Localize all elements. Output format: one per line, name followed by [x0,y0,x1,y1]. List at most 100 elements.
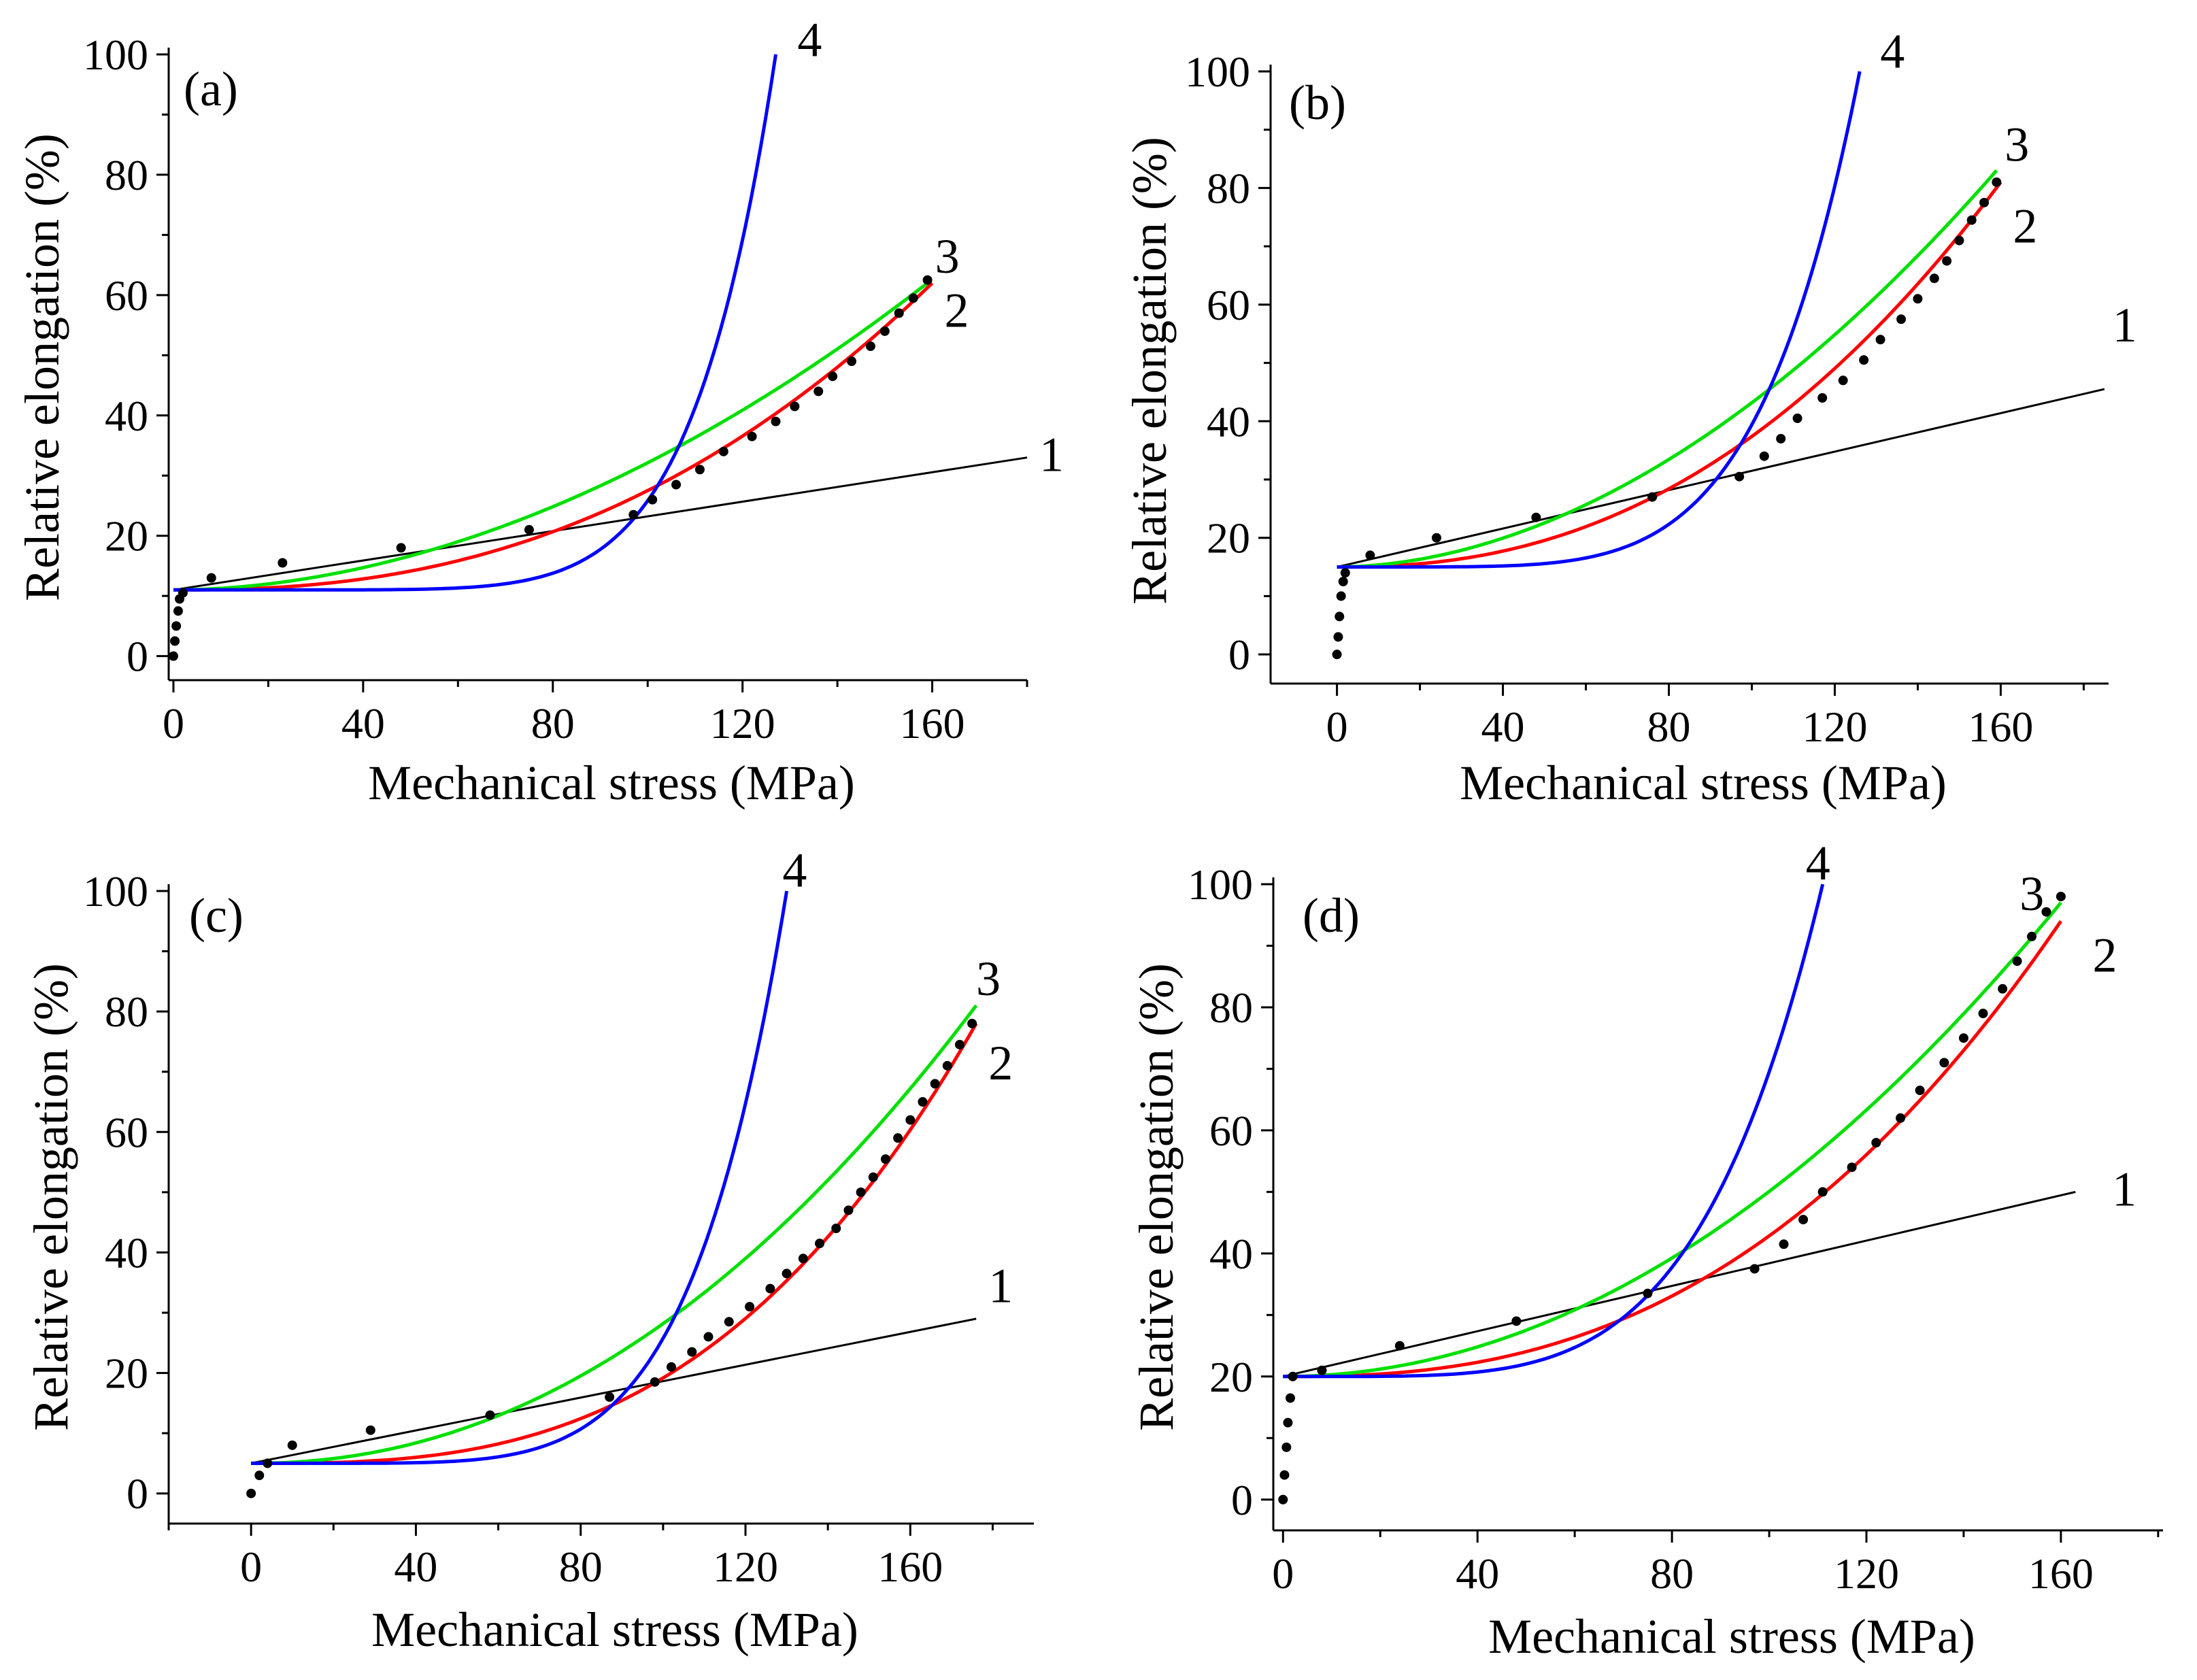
y-tick-label: 80 [105,151,148,199]
data-point [703,1332,714,1342]
data-point [1511,1316,1522,1326]
x-tick-label: 0 [1326,703,1348,751]
y-tick-label: 100 [83,31,148,79]
curve-4 [1337,71,1862,569]
curve-1 [1282,1190,2076,1378]
y-axis-title: Relative elongation (%) [1122,137,1177,605]
data-point [828,371,838,382]
data-point [790,401,800,411]
data-point [1431,533,1441,543]
curve-label-4: 4 [797,12,822,67]
y-tick-label: 20 [1207,514,1250,562]
x-tick-label: 80 [1647,703,1691,751]
y-tick-label: 60 [1209,1107,1253,1155]
data-point [1817,393,1828,403]
x-tick-label: 120 [1834,1549,1899,1598]
data-point [666,1362,676,1372]
data-point [1333,632,1343,642]
data-point [1838,375,1848,386]
y-tick-label: 40 [1209,1230,1253,1278]
data-point [814,386,824,397]
y-tick-label: 40 [105,1228,148,1277]
data-point [1896,1113,1906,1123]
y-tick-label: 100 [1188,860,1253,909]
curve-3 [1337,169,1998,569]
y-tick-label: 60 [1207,281,1250,329]
data-point [856,1187,866,1197]
data-point [168,651,178,661]
data-point [868,1172,878,1182]
data-point [893,1133,903,1143]
data-point [2041,907,2051,917]
data-point [1817,1187,1828,1197]
data-point [798,1254,808,1264]
data-point [246,1488,256,1498]
x-tick-label: 80 [559,1543,603,1591]
data-point [605,1392,615,1402]
x-tick-label: 160 [877,1543,943,1591]
panel-d: 0 20 40 60 80 100 0 40 80 120 160 Mechanical stress… [1129,836,2163,1664]
data-point [1871,1138,1881,1147]
y-tick-label: 80 [1207,164,1250,212]
x-tick-label: 40 [1456,1549,1499,1598]
data-point [628,509,639,520]
data-point [287,1440,297,1450]
x-tick-label: 40 [394,1543,437,1591]
curve-label-1: 1 [1039,428,1064,482]
x-axis-title: Mechanical stress (MPa) [1460,756,1947,810]
x-tick-label: 160 [900,699,965,747]
data-point [1338,577,1348,586]
data-point [745,1302,755,1312]
data-point [1875,335,1885,345]
x-tick-label: 120 [713,1543,778,1591]
data-point [1734,471,1745,482]
curve-label-2: 2 [945,283,969,337]
data-point [1958,1033,1968,1043]
data-point [718,446,728,456]
y-tick-label: 100 [83,867,148,915]
data-point [1335,611,1345,622]
data-point [1992,177,2002,187]
y-axis-title: Relative elongation (%) [1129,963,1184,1431]
x-tick-label: 80 [1650,1549,1694,1598]
curve-label-1: 1 [988,1259,1013,1313]
data-point [1286,1393,1296,1403]
data-point [765,1283,775,1294]
curve-label-1: 1 [2112,1162,2136,1216]
data-point [2012,956,2022,967]
data-point [847,356,857,367]
data-point [1749,1264,1760,1274]
data-point [1643,1288,1653,1298]
data-point [942,1060,952,1071]
y-tick-label: 20 [105,512,148,560]
data-point [1979,197,1990,207]
curve-4 [173,54,777,592]
data-point [1847,1162,1857,1173]
data-point [173,606,183,616]
x-tick-label: 0 [240,1543,262,1591]
data-point [843,1205,854,1215]
data-point [1915,1086,1925,1096]
data-point [782,1269,792,1279]
curve-label-3: 3 [976,952,1001,1006]
data-point [1336,591,1346,601]
y-axis-title: Relative elongation (%) [24,963,78,1431]
panel-label: (a) [184,62,238,116]
data-point [650,1377,660,1387]
y-tick-label: 20 [1209,1353,1253,1401]
data-point [1365,550,1375,560]
curve-2 [173,282,934,592]
data-point [1939,1058,1949,1068]
curve-label-4: 4 [782,843,807,897]
data-point [254,1471,265,1481]
y-tick-label: 40 [1207,397,1250,446]
curve-2 [1337,181,2002,569]
curve-3 [173,282,929,592]
data-point [1776,434,1786,443]
curve-3 [1283,901,2062,1379]
panel-label: (d) [1303,888,1360,943]
data-point [178,588,188,598]
data-point [1942,256,1952,266]
data-point [396,543,406,553]
